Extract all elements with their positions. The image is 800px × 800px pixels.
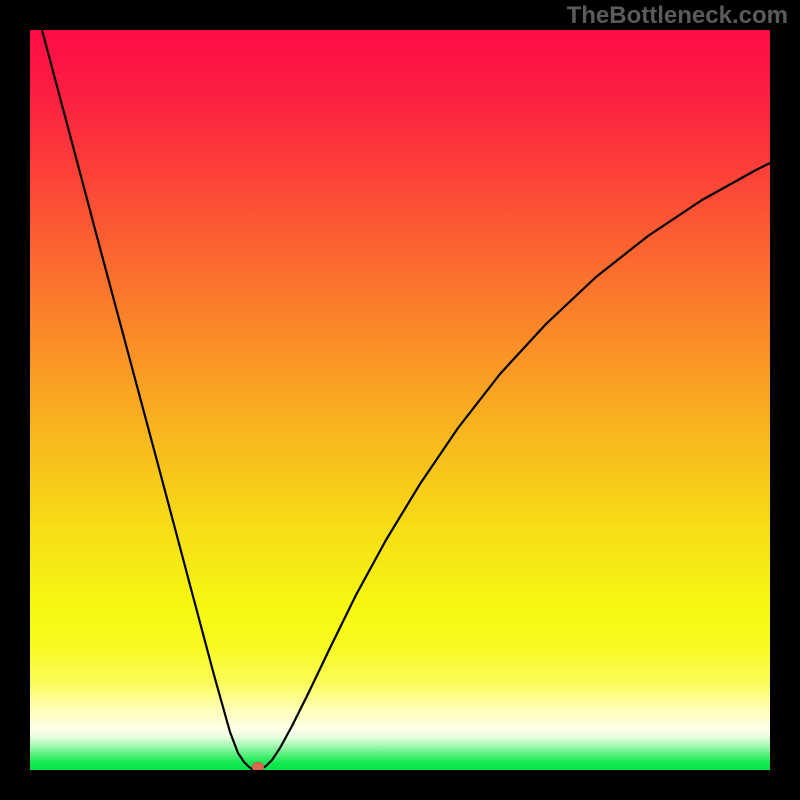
bottleneck-curve: [42, 30, 770, 770]
minimum-marker: [252, 762, 264, 770]
watermark-text: TheBottleneck.com: [567, 2, 788, 30]
curve-layer: [30, 30, 770, 770]
plot-area: [30, 30, 770, 770]
chart-frame: TheBottleneck.com: [0, 0, 800, 800]
